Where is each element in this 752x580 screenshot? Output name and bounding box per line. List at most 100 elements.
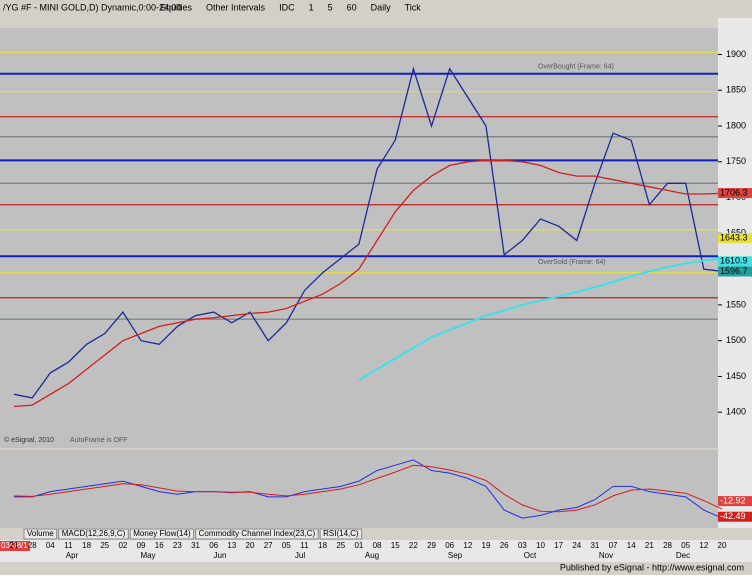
x-tick-label: 02	[118, 541, 127, 550]
x-tick-label: 12	[463, 541, 472, 550]
toolbar-item[interactable]: 1	[309, 2, 314, 12]
x-tick-label: 22	[409, 541, 418, 550]
macd-flag-label: -42.49	[720, 511, 746, 521]
x-tick-label: 09	[137, 541, 146, 550]
x-tick-label: 31	[590, 541, 599, 550]
x-tick-label: 06	[209, 541, 218, 550]
macd-flag	[718, 511, 752, 522]
x-tick-label: 20	[246, 541, 255, 550]
x-tick-label: 31	[191, 541, 200, 550]
x-tick-label: 12	[699, 541, 708, 550]
x-tick-label: 20	[718, 541, 727, 550]
price-flag-label: 1596.7	[720, 266, 748, 276]
price-flag	[718, 233, 752, 244]
toolbar-item[interactable]: Tick	[405, 2, 422, 12]
cursor-date: 03/08/11	[1, 541, 32, 550]
x-tick-label: 06	[445, 541, 454, 550]
macd-flag-label: -12.92	[720, 495, 746, 505]
price-flag-label: 1610.9	[720, 256, 748, 266]
date-axis	[0, 540, 752, 562]
series-line	[13, 66, 723, 399]
y-tick-label: 1550	[726, 299, 746, 309]
x-tick-label: 27	[264, 541, 273, 550]
x-tick-label: 21	[10, 541, 19, 550]
x-tick-label: 16	[155, 541, 164, 550]
y-tick-label: 1750	[726, 156, 746, 166]
annotation: OverBought (Frame: 64)	[538, 64, 614, 71]
toolbar-item[interactable]: 60	[347, 2, 357, 12]
macd-panel	[0, 450, 718, 528]
x-tick-label: 29	[427, 541, 436, 550]
y-tick-label: 1500	[726, 335, 746, 345]
annotation: © eSignal, 2010	[4, 436, 54, 444]
toolbar-item[interactable]: Daily	[371, 2, 392, 12]
tab[interactable]	[195, 528, 319, 540]
footer: Published by eSignal - http://www.esigna…	[560, 562, 744, 572]
price-panel	[0, 28, 718, 448]
x-tick-label: 17	[554, 541, 563, 550]
series-line	[358, 257, 723, 381]
x-tick-label: 18	[82, 541, 91, 550]
tab-label[interactable]: MACD(12,26,9,C)	[62, 529, 126, 538]
x-tick-label: 21	[645, 541, 654, 550]
x-tick-label: 19	[482, 541, 491, 550]
y-tick-label: 1400	[726, 407, 746, 417]
y-tick-label: 1800	[726, 120, 746, 130]
series-line	[13, 159, 723, 408]
month-label: Sep	[448, 551, 463, 560]
tab-label[interactable]: Money Flow(14)	[133, 529, 191, 538]
x-tick-label: 24	[572, 541, 581, 550]
toolbar-item[interactable]: Equities	[160, 2, 193, 12]
toolbar-item[interactable]: 5	[328, 2, 333, 12]
month-label: Nov	[599, 551, 613, 560]
x-tick-label: 11	[64, 541, 73, 550]
month-label: May	[140, 551, 155, 560]
y-tick-label: 1850	[726, 85, 746, 95]
price-flag-label: 1706.3	[720, 187, 748, 197]
symbol[interactable]: /YG #F - MINI GOLD,D) Dynamic,0:00-24:00	[3, 2, 182, 12]
cursor-date-box	[0, 541, 30, 551]
x-tick-label: 28	[663, 541, 672, 550]
x-tick-label: 15	[391, 541, 400, 550]
x-tick-label: 18	[318, 541, 327, 550]
x-tick-label: 03	[518, 541, 527, 550]
tab-label[interactable]: RSI(14,C)	[323, 529, 359, 538]
x-tick-label: 08	[373, 541, 382, 550]
y-tick-label: 1650	[726, 228, 746, 238]
tab[interactable]	[58, 528, 129, 540]
month-label: Apr	[66, 551, 79, 560]
x-tick-label: 11	[300, 541, 309, 550]
x-tick-label: 25	[336, 541, 345, 550]
x-tick-label: 10	[536, 541, 545, 550]
tab[interactable]	[129, 528, 195, 540]
month-label: Aug	[365, 551, 379, 560]
month-label: Jul	[295, 551, 305, 560]
tab-label[interactable]: Commodity Channel Index(23,C)	[199, 529, 316, 538]
y-tick-label: 1450	[726, 371, 746, 381]
x-tick-label: 05	[282, 541, 291, 550]
annotation: AutoFrame is OFF	[70, 437, 128, 444]
x-tick-label: 26	[500, 541, 509, 550]
price-flag	[718, 256, 752, 267]
month-label: Dec	[676, 551, 690, 560]
toolbar-item[interactable]: IDC	[279, 2, 295, 12]
x-tick-label: 13	[227, 541, 236, 550]
price-flag-label: 1643.3	[720, 233, 748, 243]
tab[interactable]	[319, 528, 363, 540]
tab-label[interactable]: Volume	[27, 529, 54, 538]
macd-line	[13, 464, 723, 513]
month-label: Oct	[524, 551, 537, 560]
x-tick-label: 23	[173, 541, 182, 550]
x-tick-label: 14	[627, 541, 636, 550]
price-flag	[718, 266, 752, 277]
month-label: Jun	[214, 551, 227, 560]
x-tick-label: 28	[28, 541, 37, 550]
annotation: OverSold (Frame: 64)	[538, 259, 606, 266]
macd-flag	[718, 496, 752, 507]
y-tick-label: 1900	[726, 49, 746, 59]
toolbar-item[interactable]: Other Intervals	[206, 2, 266, 12]
x-tick-label: 07	[609, 541, 618, 550]
tab[interactable]	[23, 528, 58, 540]
x-tick-label: 01	[354, 541, 363, 550]
